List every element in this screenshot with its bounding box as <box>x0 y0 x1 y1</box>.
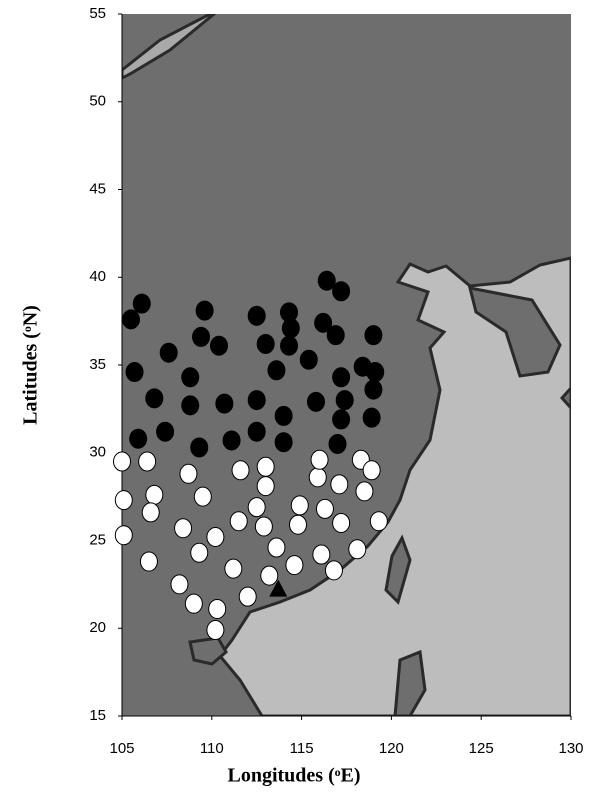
station-point <box>325 561 342 580</box>
station-point <box>333 513 350 532</box>
station-point <box>257 334 274 353</box>
station-point <box>363 408 380 427</box>
x-axis-label: Longitudes (ᵒE) <box>228 765 361 787</box>
station-point <box>290 515 307 534</box>
station-point <box>115 526 132 545</box>
x-tick-label: 110 <box>200 740 224 757</box>
y-tick-label: 45 <box>89 180 106 197</box>
station-point <box>248 498 265 517</box>
station-point <box>140 552 157 571</box>
station-point <box>333 410 350 429</box>
station-point <box>255 517 272 536</box>
station-point <box>275 406 292 425</box>
y-tick-label: 55 <box>89 5 106 22</box>
station-point <box>223 431 240 450</box>
y-tick-label: 25 <box>89 531 106 548</box>
station-point <box>157 422 174 441</box>
station-point <box>333 368 350 387</box>
station-point <box>130 429 147 448</box>
station-point <box>133 294 150 313</box>
station-point <box>300 350 317 369</box>
y-tick-label: 35 <box>89 356 106 373</box>
station-point <box>331 475 348 494</box>
page: {"chart_data": {"type": "scatter", "xlab… <box>0 0 589 802</box>
station-point <box>185 594 202 613</box>
station-point <box>182 368 199 387</box>
station-point <box>275 433 292 452</box>
station-point <box>114 452 131 471</box>
station-point <box>122 310 139 329</box>
station-point <box>309 468 326 487</box>
station-point <box>313 545 330 564</box>
station-point <box>194 487 211 506</box>
y-tick-label: 15 <box>89 707 106 724</box>
station-point <box>225 559 242 578</box>
station-point <box>171 575 188 594</box>
y-axis-label: Latitudes (ᵒN) <box>20 305 42 425</box>
station-point <box>367 363 384 382</box>
station-point <box>349 540 366 559</box>
station-point <box>365 380 382 399</box>
station-point <box>316 499 333 518</box>
station-point <box>160 343 177 362</box>
station-point <box>210 336 227 355</box>
station-point <box>336 391 353 410</box>
station-point <box>291 496 308 515</box>
station-point <box>230 512 247 531</box>
station-point <box>248 306 265 325</box>
station-point <box>282 319 299 338</box>
station-point <box>193 327 210 346</box>
y-tick-label: 20 <box>89 619 106 636</box>
station-point <box>239 587 256 606</box>
station-point <box>327 326 344 345</box>
station-point <box>175 519 192 538</box>
station-point <box>146 389 163 408</box>
station-point <box>356 482 373 501</box>
station-point <box>180 464 197 483</box>
station-point <box>182 396 199 415</box>
station-point <box>268 538 285 557</box>
x-tick-label: 105 <box>109 740 134 757</box>
x-tick-label: 125 <box>469 740 494 757</box>
station-point <box>191 438 208 457</box>
y-tick-label: 50 <box>89 93 106 110</box>
station-point <box>329 434 346 453</box>
station-point <box>207 527 224 546</box>
station-point <box>286 556 303 575</box>
station-point <box>268 361 285 380</box>
station-point <box>248 422 265 441</box>
station-point <box>216 394 233 413</box>
station-point <box>281 336 298 355</box>
station-point <box>142 503 159 522</box>
station-point <box>333 282 350 301</box>
station-point <box>365 326 382 345</box>
station-point <box>207 621 224 640</box>
station-point <box>370 512 387 531</box>
station-point <box>191 543 208 562</box>
x-tick-label: 115 <box>290 740 314 757</box>
station-point <box>307 392 324 411</box>
station-point <box>146 485 163 504</box>
station-point <box>209 599 226 618</box>
station-point <box>363 461 380 480</box>
station-point <box>257 457 274 476</box>
station-point <box>257 477 274 496</box>
x-tick-label: 120 <box>379 740 404 757</box>
y-tick-label: 30 <box>89 444 106 461</box>
station-point <box>126 363 143 382</box>
station-point <box>196 301 213 320</box>
station-point <box>115 491 132 510</box>
station-point <box>261 566 278 585</box>
station-point <box>311 450 328 469</box>
y-tick-label: 40 <box>89 268 106 285</box>
station-point <box>139 452 156 471</box>
station-point <box>318 271 335 290</box>
station-point <box>248 391 265 410</box>
x-tick-label: 130 <box>558 740 583 757</box>
station-point <box>232 461 249 480</box>
chart: Longitudes (ᵒE) Latitudes (ᵒN) 15 20 25 30 3… <box>0 0 589 802</box>
